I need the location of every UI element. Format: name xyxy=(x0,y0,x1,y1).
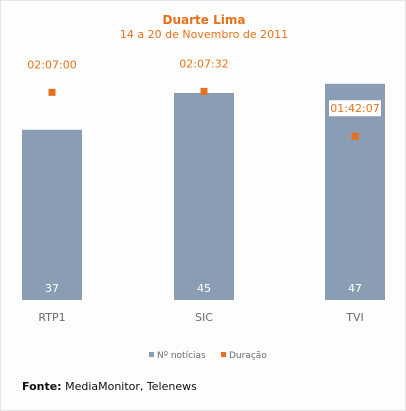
bar-value-tvi: 47 xyxy=(348,282,362,295)
bar-value-rtp1: 37 xyxy=(45,282,59,295)
bar-value-sic: 45 xyxy=(197,282,211,295)
legend-swatch-noticias xyxy=(149,352,154,357)
category-label-sic: SIC xyxy=(195,311,213,324)
duration-label-bg-rtp1 xyxy=(26,56,78,73)
chart-subtitle: 14 a 20 de Novembro de 2011 xyxy=(120,28,288,41)
category-label-rtp1: RTP1 xyxy=(38,311,65,324)
chart: Duarte Lima 14 a 20 de Novembro de 2011 … xyxy=(22,13,385,361)
chart-title: Duarte Lima xyxy=(163,13,246,27)
duration-label-sic: 02:07:32 xyxy=(179,57,228,70)
source-label: Fonte: xyxy=(22,380,62,393)
category-label-tvi: TVI xyxy=(345,311,364,324)
legend-label-noticias: Nº notícias xyxy=(157,351,206,361)
duration-label-tvi: 01:42:07 xyxy=(330,102,379,115)
bar-tvi xyxy=(325,83,385,300)
duration-label-rtp1: 02:07:00 xyxy=(27,58,76,71)
duration-marker-rtp1 xyxy=(48,88,56,96)
duration-marker-sic xyxy=(200,87,208,95)
source-text: MediaMonitor, Telenews xyxy=(65,380,197,393)
source-note: Fonte: MediaMonitor, Telenews xyxy=(22,380,197,393)
legend-swatch-duracao xyxy=(221,352,226,357)
bar-rtp1 xyxy=(22,129,82,300)
duration-label-bg-sic xyxy=(178,55,230,72)
duration-marker-tvi xyxy=(351,132,359,140)
bar-sic xyxy=(174,93,234,300)
duration-label-bg-tvi xyxy=(329,100,381,117)
legend-label-duracao: Duração xyxy=(229,351,267,361)
